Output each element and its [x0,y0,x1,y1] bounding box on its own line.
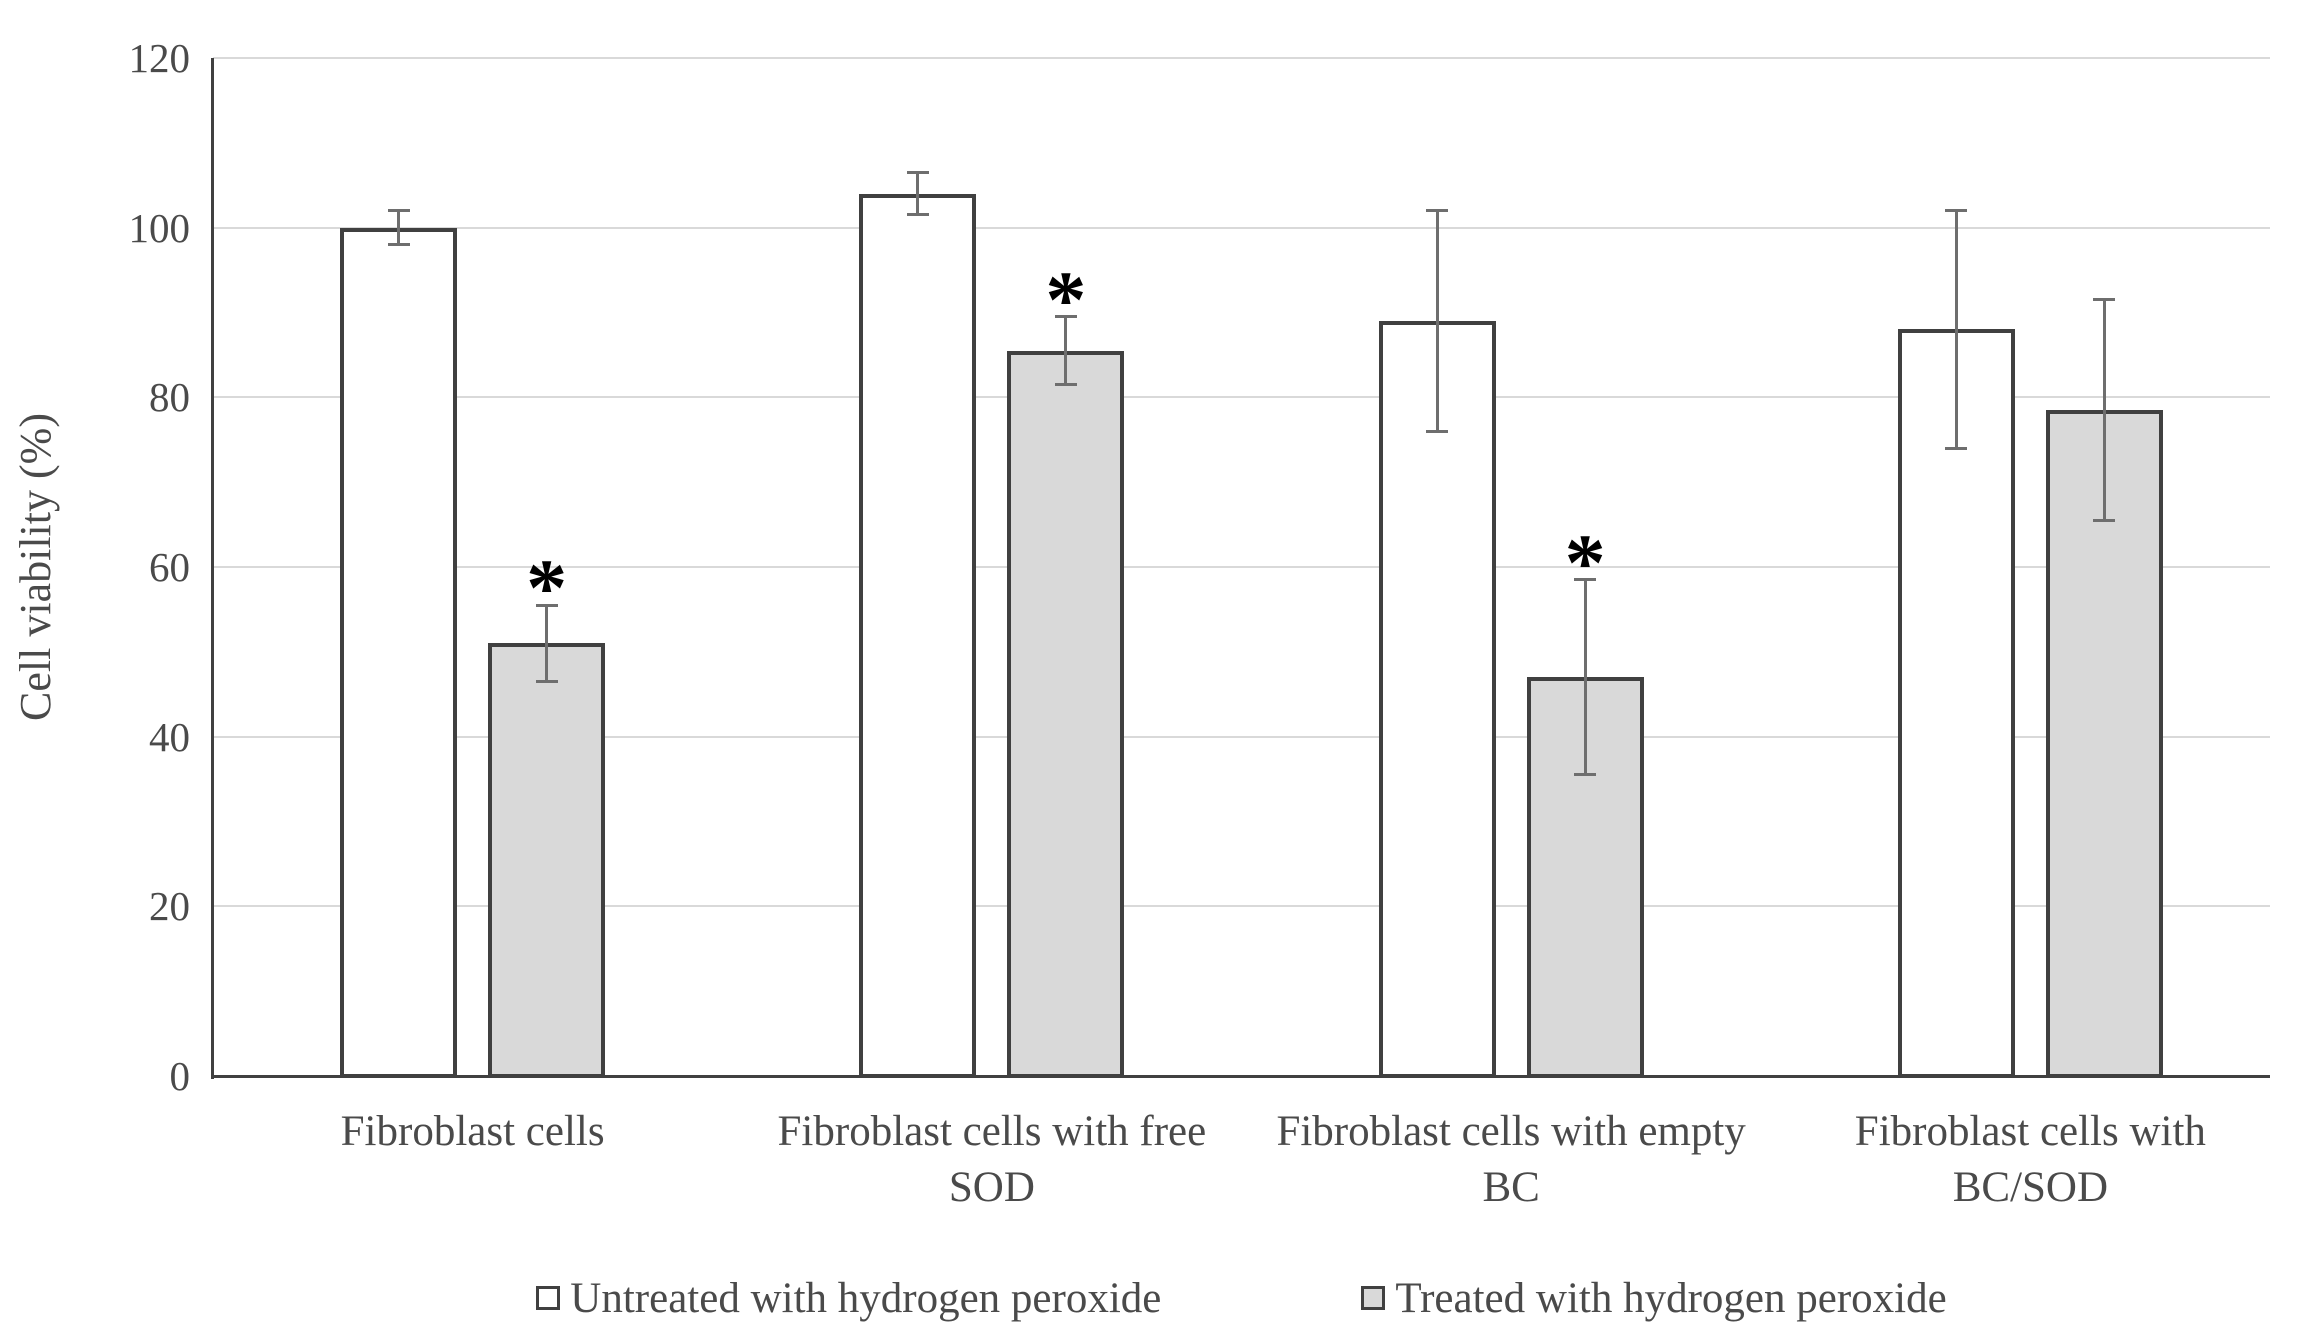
error-bar-0-0 [397,210,401,245]
error-cap-top-0-2 [1426,209,1449,213]
gridline-120 [213,57,2270,59]
legend-label-0: Untreated with hydrogen peroxide [570,1274,1162,1322]
error-cap-bottom-0-1 [906,213,929,217]
category-label-line: Fibroblast cells with empty [1276,1108,1746,1155]
untreated-bar-2 [1378,320,1496,1078]
error-cap-top-0-0 [387,209,410,213]
y-tick-label-100: 100 [128,204,191,251]
gridline-40 [213,735,2270,738]
error-bar-1-3 [2102,299,2106,521]
error-bar-0-3 [1954,210,1958,449]
untreated-bar-1 [859,193,977,1078]
gridline-100 [213,226,2270,229]
error-bar-1-2 [1583,579,1587,775]
error-cap-top-1-1 [1054,315,1077,319]
y-tick-label-60: 60 [149,544,190,590]
error-cap-bottom-1-2 [1574,773,1597,777]
y-tick-label-20: 20 [149,883,190,930]
category-label-line: Fibroblast cells with [1854,1108,2206,1155]
error-cap-top-0-1 [906,171,929,175]
error-cap-bottom-0-2 [1426,429,1449,433]
legend-swatch-treated [1361,1286,1386,1310]
legend-label-1: Treated with hydrogen peroxide [1395,1274,1947,1322]
category-label-1: Fibroblast cells with free SOD [712,1104,1272,1216]
error-bar-1-0 [545,605,549,682]
error-cap-bottom-1-1 [1054,383,1077,387]
y-axis-line [211,58,214,1079]
y-tick-label-80: 80 [149,374,190,421]
error-cap-top-1-2 [1574,578,1597,582]
category-label-line: Fibroblast cells with free [777,1108,1207,1155]
gridline-80 [213,396,2270,399]
error-cap-top-1-0 [535,603,558,607]
error-bar-0-2 [1435,210,1439,432]
category-label-3: Fibroblast cells with BC/SOD [1750,1104,2307,1216]
legend-item-0: Untreated with hydrogen peroxide [536,1274,1161,1323]
error-cap-bottom-1-3 [2093,518,2116,522]
category-label-0: Fibroblast cells [193,1104,753,1160]
category-label-2: Fibroblast cells with empty BC [1231,1104,1791,1216]
y-tick-label-0: 0 [169,1053,191,1099]
significance-asterisk-1: * [1045,253,1087,345]
error-bar-0-1 [916,172,920,215]
error-cap-bottom-0-0 [387,243,410,247]
y-tick-label-40: 40 [149,713,190,760]
significance-asterisk-2: * [1564,516,1606,608]
legend: Untreated with hydrogen peroxide Treated … [213,1266,2270,1330]
error-cap-bottom-0-3 [1945,446,1968,450]
gridline-20 [213,905,2270,908]
category-label-line: Fibroblast cells [340,1108,605,1155]
category-label-line: SOD [948,1164,1035,1211]
category-label-line: BC/SOD [1952,1164,2109,1211]
category-label-line: BC [1482,1164,1540,1211]
error-cap-bottom-1-0 [535,680,558,684]
untreated-bar-3 [1897,329,2015,1078]
treated-bar-0 [488,643,606,1078]
treated-bar-1 [1007,350,1125,1078]
x-axis-line [211,1075,2270,1078]
significance-asterisk-0: * [526,542,568,634]
legend-swatch-untreated [536,1286,561,1310]
error-cap-top-0-3 [1945,209,1968,213]
legend-item-1: Treated with hydrogen peroxide [1361,1274,1947,1323]
untreated-bar-0 [340,227,458,1078]
error-bar-1-1 [1064,316,1068,385]
gridline-60 [213,566,2270,568]
error-cap-top-1-3 [2093,298,2116,302]
y-tick-label-120: 120 [128,35,191,81]
